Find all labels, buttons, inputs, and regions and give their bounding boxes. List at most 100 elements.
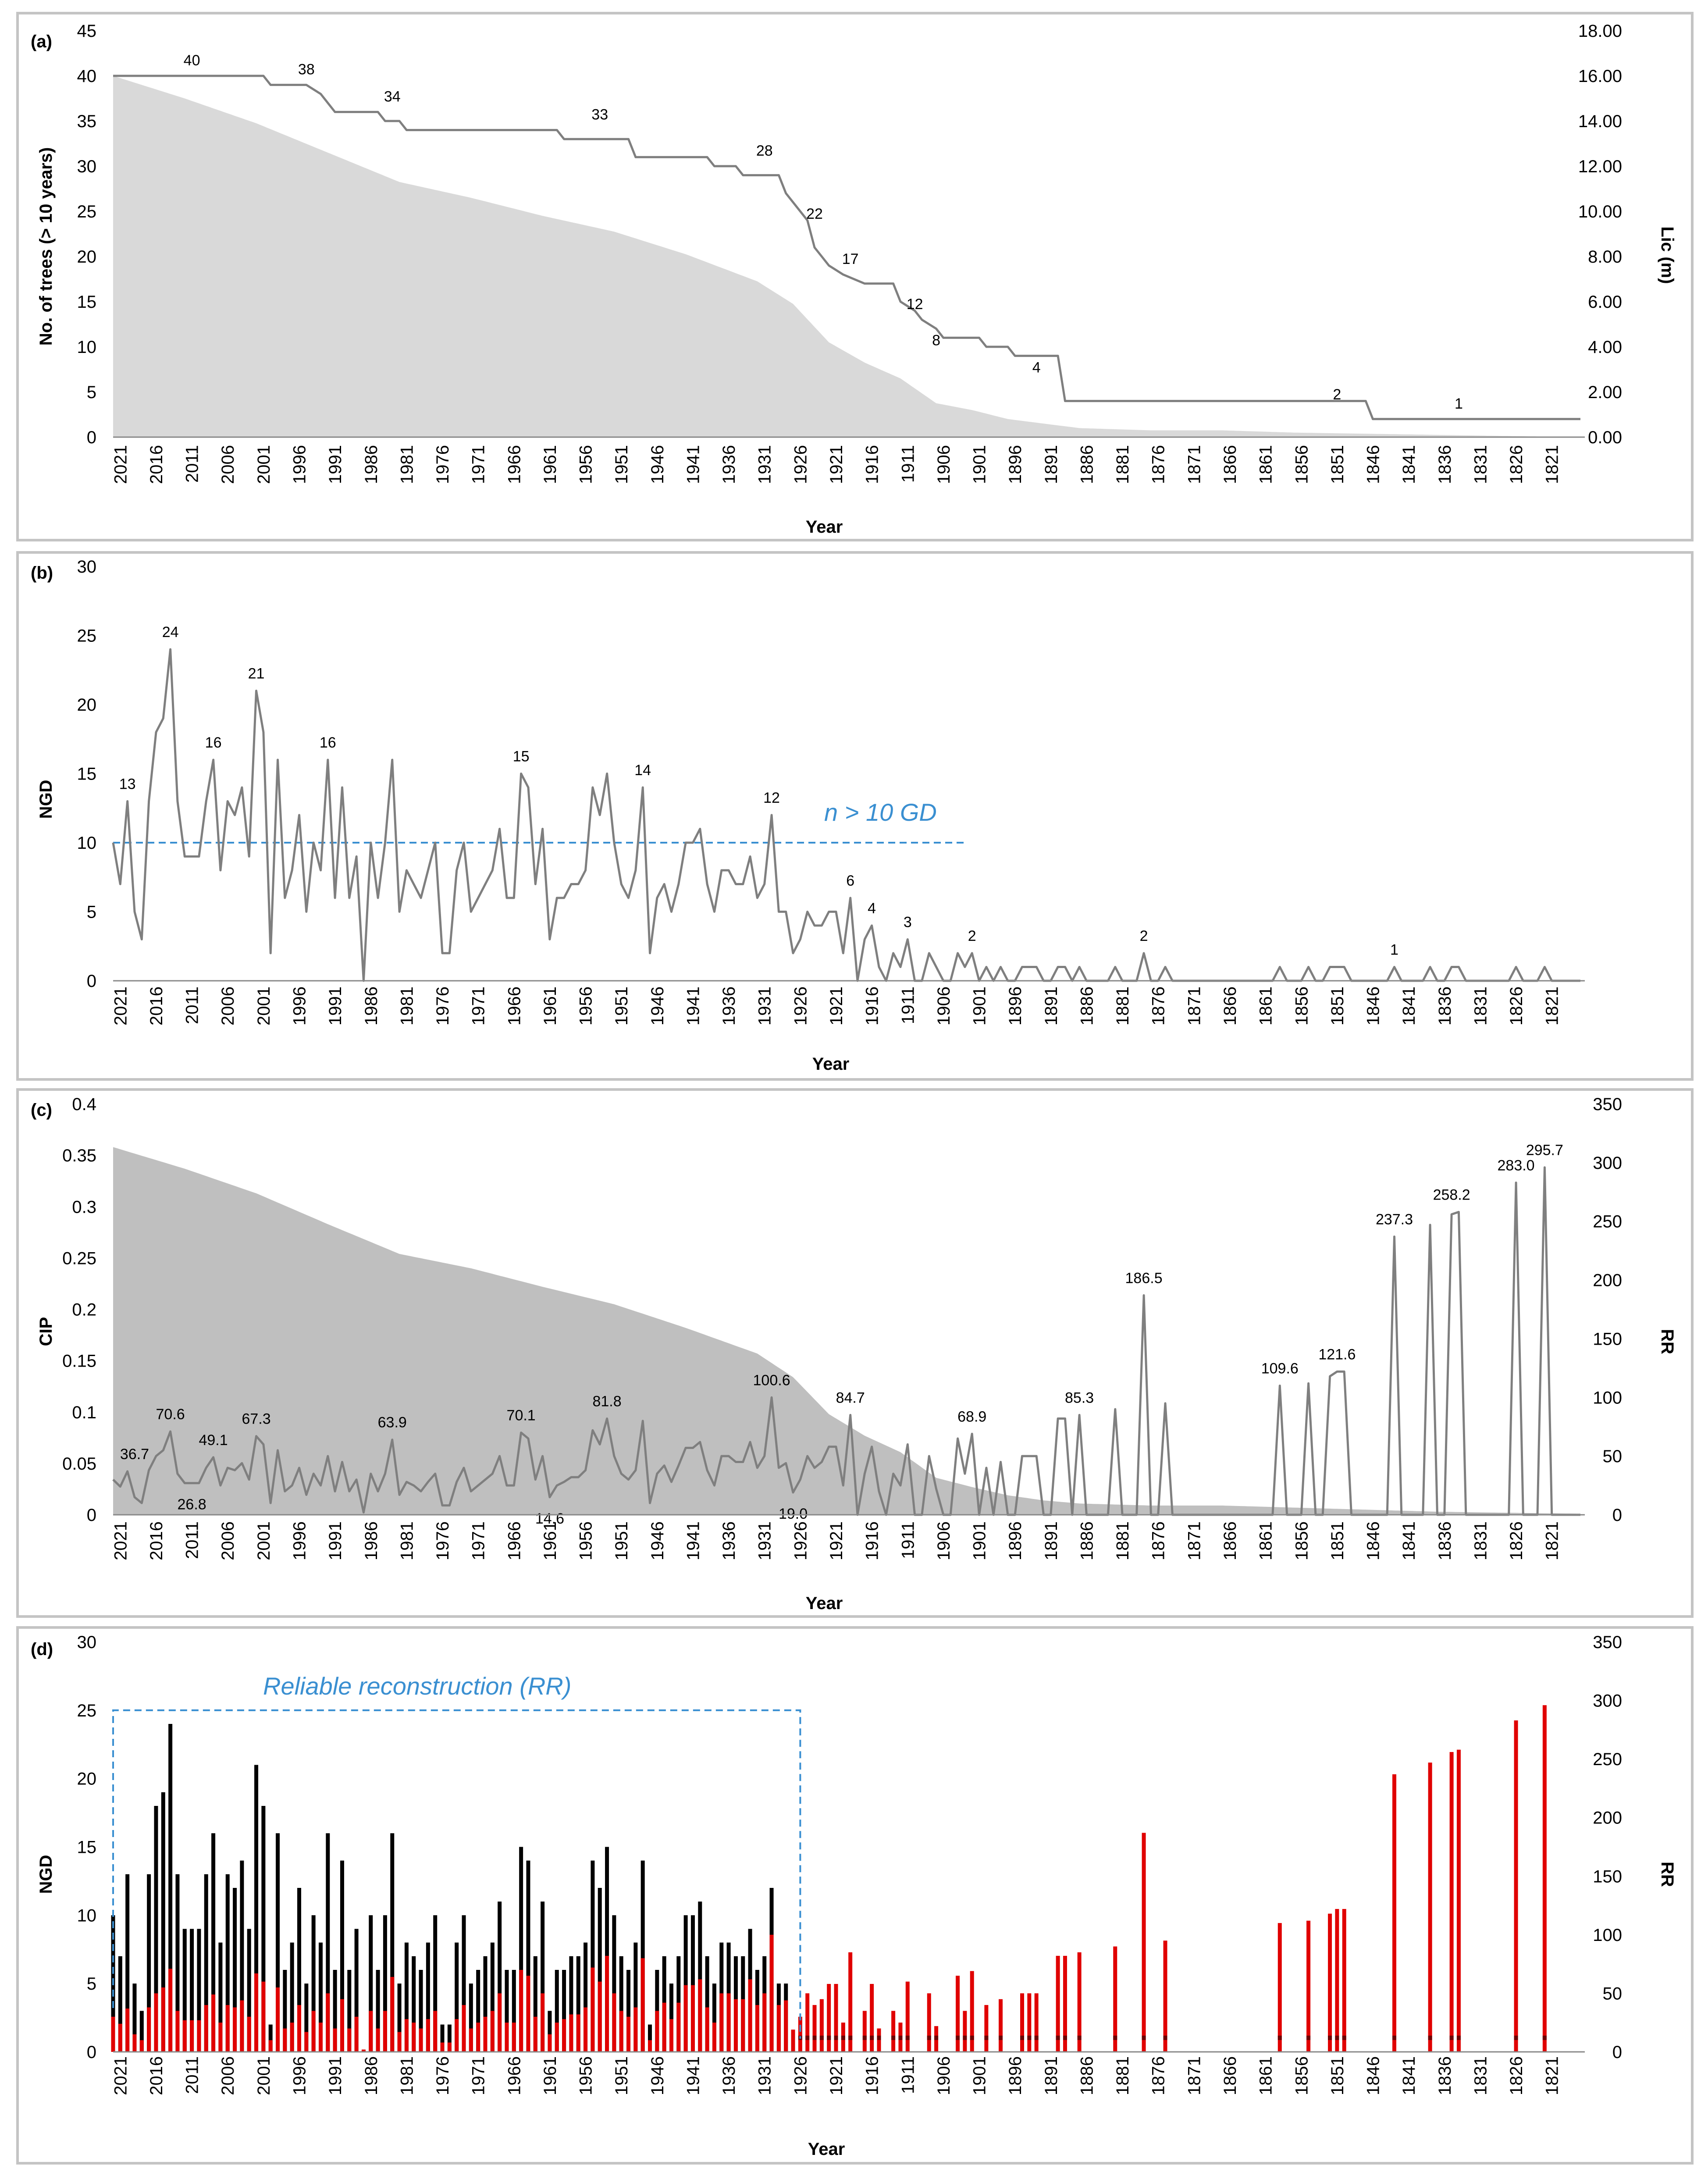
panel-d-x-tick-label: 1906 xyxy=(934,2056,954,2095)
panel-d-rr-marker xyxy=(870,2035,874,2040)
panel-b-x-tick-label: 1901 xyxy=(970,986,989,1025)
panel-d-ngd-bar xyxy=(404,1942,409,2052)
panel-d-ngd-bar xyxy=(619,1956,623,2052)
panel-d-tag: (d) xyxy=(31,1640,53,1659)
panel-d-rr-bar xyxy=(182,2020,187,2052)
panel-d-ngd-bar xyxy=(376,1970,380,2052)
panel-d-x-tick-label: 1856 xyxy=(1292,2056,1311,2095)
panel-c-left-tick-label: 0 xyxy=(87,1506,96,1525)
panel-d-rr-bar xyxy=(512,2022,516,2052)
panel-a-left-tick-label: 35 xyxy=(77,112,97,131)
panel-d-right-tick-label: 0 xyxy=(1612,2043,1622,2062)
panel-d-ngd-bar xyxy=(598,1888,602,2052)
panel-d-ngd-bar xyxy=(633,1942,638,2052)
panel-d-rr-marker xyxy=(984,2035,989,2040)
panel-d-rr-bar xyxy=(999,1999,1003,2052)
panel-a-right-tick-label: 6.00 xyxy=(1588,292,1622,312)
panel-d-rr-bar xyxy=(268,2040,273,2052)
panel-d-rr-bar xyxy=(1328,1913,1332,2052)
panel-b-data-label: 15 xyxy=(513,748,530,765)
panel-d-ngd-bar xyxy=(533,1956,537,2052)
panel-d-x-tick-label: 2011 xyxy=(183,2056,202,2094)
panel-d-ngd-bar xyxy=(397,1983,402,2052)
panel-c-data-label: 70.6 xyxy=(156,1406,185,1423)
panel-b-x-tick-label: 1971 xyxy=(469,986,488,1025)
panel-a-right-tick-label: 14.00 xyxy=(1578,112,1622,131)
panel-c-x-tick-label: 1976 xyxy=(433,1521,452,1560)
panel-b-data-label: 1 xyxy=(1390,942,1398,958)
panel-d-rr-bar xyxy=(719,1993,724,2052)
panel-a-x-tick-label: 1841 xyxy=(1399,445,1419,484)
panel-d-rr-bar xyxy=(283,2028,287,2052)
panel-d-rr-bar xyxy=(390,1977,395,2052)
panel-d-right-axis-title: RR xyxy=(1658,1862,1677,1887)
panel-d-x-tick-label: 1951 xyxy=(612,2056,631,2095)
panel-d-rr-marker xyxy=(1077,2035,1082,2040)
panel-a-x-tick-label: 2021 xyxy=(111,445,130,484)
panel-d-rr-bar xyxy=(819,1999,824,2052)
panel-a-data-label: 8 xyxy=(932,332,940,349)
panel-a-x-tick-label: 1931 xyxy=(755,445,775,484)
panel-d-rr-marker xyxy=(1428,2035,1432,2040)
panel-a-data-label: 4 xyxy=(1032,359,1041,376)
panel-d-rr-bar xyxy=(683,1985,688,2052)
panel-d-ngd-bar xyxy=(311,1915,316,2052)
panel-d-ngd-bar xyxy=(326,1833,330,2052)
panel-d-rr-marker xyxy=(1342,2035,1346,2040)
panel-d-x-tick-label: 1971 xyxy=(469,2056,488,2095)
panel-b-left-tick-label: 20 xyxy=(77,695,97,715)
panel-d-rr-bar xyxy=(791,2030,795,2052)
panel-d-rr-bar xyxy=(741,1999,745,2052)
panel-a-x-tick-label: 2016 xyxy=(147,445,166,484)
panel-d-x-axis-title: Year xyxy=(808,2140,845,2159)
panel-d-rr-bar xyxy=(412,2022,416,2052)
panel-a-x-tick-label: 1861 xyxy=(1256,445,1276,484)
panel-d-ngd-bar xyxy=(548,2011,552,2052)
panel-b-data-label: 2 xyxy=(1140,928,1148,944)
panel-a-left-tick-label: 20 xyxy=(77,247,97,267)
panel-d-rr-bar xyxy=(1306,1920,1311,2052)
panel-d-rr-marker xyxy=(862,2035,867,2040)
panel-d-left-tick-label: 15 xyxy=(77,1838,97,1857)
panel-d-ngd-bar xyxy=(225,1874,230,2052)
panel-c-data-label: 84.7 xyxy=(836,1389,865,1406)
panel-c-cip-area xyxy=(113,1147,1580,1515)
panel-b-x-tick-label: 2006 xyxy=(218,986,238,1025)
panel-d-rr-bar xyxy=(533,2016,537,2052)
panel-d-rr-marker xyxy=(1514,2035,1518,2040)
panel-d-rr-bar xyxy=(354,2016,359,2052)
panel-b-x-tick-label: 1851 xyxy=(1328,986,1347,1025)
panel-d-ngd-bar xyxy=(433,1915,438,2052)
panel-d-ngd-bar xyxy=(175,1874,180,2052)
panel-d-ngd-bar xyxy=(261,1806,266,2052)
panel-d-ngd-bar xyxy=(297,1888,301,2052)
panel-d-rr-bar xyxy=(690,1985,695,2052)
panel-d-frame xyxy=(16,1626,1694,2165)
panel-d-x-tick-label: 1831 xyxy=(1471,2056,1490,2095)
panel-c-tag: (c) xyxy=(31,1100,52,1120)
panel-d-ngd-bar xyxy=(690,1915,695,2052)
panel-c-right-tick-label: 100 xyxy=(1593,1388,1622,1407)
panel-a-x-tick-label: 1856 xyxy=(1292,445,1311,484)
panel-a-x-tick-label: 1821 xyxy=(1543,445,1562,484)
panel-a-left-tick-label: 40 xyxy=(77,67,97,86)
panel-a-x-tick-label: 1956 xyxy=(576,445,596,484)
panel-d-ngd-bar xyxy=(197,1929,201,2052)
panel-d-rr-bar xyxy=(576,2014,580,2052)
panel-d-rr-bar xyxy=(347,2028,352,2052)
panel-d-ngd-bar xyxy=(476,1970,480,2052)
panel-d-right-tick-label: 350 xyxy=(1593,1633,1622,1652)
panel-d-ngd-bar xyxy=(304,1983,309,2052)
panel-d-left-tick-label: 0 xyxy=(87,2043,96,2062)
panel-d-rr-bar xyxy=(333,2028,337,2052)
panel-d-rr-bar xyxy=(562,2019,566,2052)
panel-a-x-tick-label: 2006 xyxy=(218,445,238,484)
panel-d-rr-bar xyxy=(254,1973,259,2052)
panel-c-data-label: 26.8 xyxy=(178,1496,206,1513)
panel-a-x-tick-label: 1976 xyxy=(433,445,452,484)
panel-d-ngd-bar xyxy=(154,1806,158,2052)
panel-d-rr-marker xyxy=(1034,2035,1039,2040)
panel-d-ngd-bar xyxy=(626,1970,631,2052)
panel-d-rr-bar xyxy=(605,1955,609,2052)
panel-c-left-tick-label: 0.15 xyxy=(62,1352,96,1371)
